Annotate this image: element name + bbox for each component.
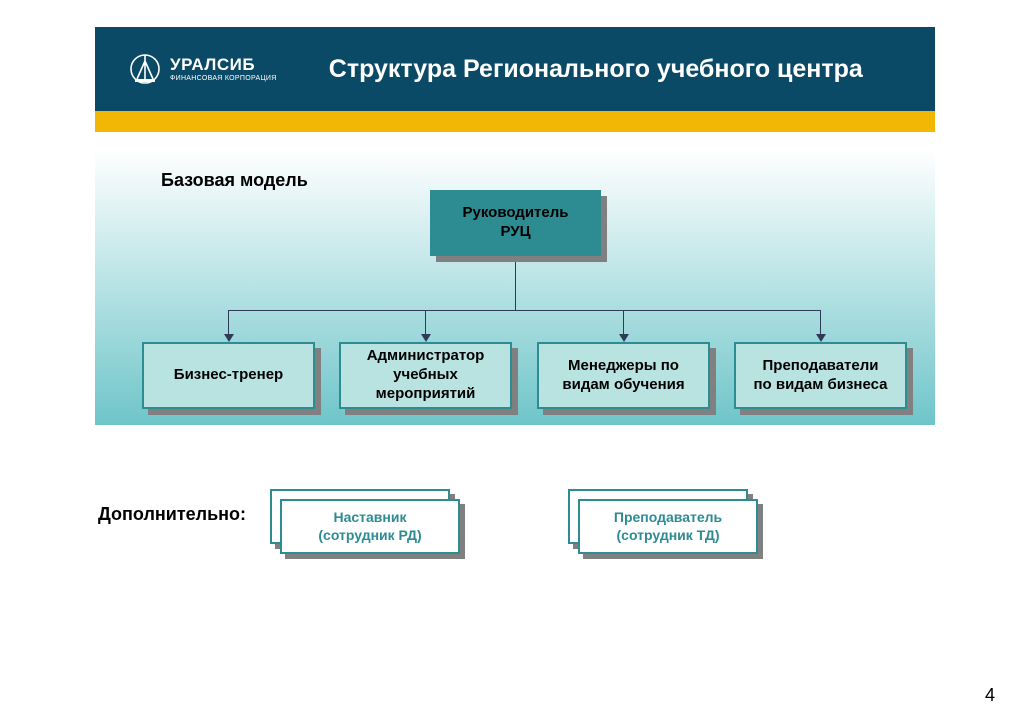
- page-title: Структура Регионального учебного центра: [277, 55, 935, 84]
- logo-text: УРАЛСИБ ФИНАНСОВАЯ КОРПОРАЦИЯ: [170, 56, 277, 82]
- org-child-box-0: Бизнес-тренер: [142, 342, 315, 409]
- header-bar: УРАЛСИБ ФИНАНСОВАЯ КОРПОРАЦИЯ Структура …: [95, 27, 935, 111]
- page-number: 4: [985, 685, 995, 706]
- org-child-box-2: Менеджеры по видам обучения: [537, 342, 710, 409]
- extra-box-1: Преподаватель (сотрудник ТД): [578, 499, 758, 554]
- base-model-label: Базовая модель: [161, 170, 308, 191]
- logo-block: УРАЛСИБ ФИНАНСОВАЯ КОРПОРАЦИЯ: [95, 51, 277, 87]
- org-child-box-1: Администратор учебных мероприятий: [339, 342, 512, 409]
- accent-bar: [95, 111, 935, 132]
- logo-brand: УРАЛСИБ: [170, 56, 277, 73]
- org-root-box: Руководитель РУЦ: [430, 190, 601, 256]
- extra-box-0: Наставник (сотрудник РД): [280, 499, 460, 554]
- additional-label: Дополнительно:: [98, 504, 246, 525]
- org-child-box-3: Преподаватели по видам бизнеса: [734, 342, 907, 409]
- logo-icon: [130, 51, 160, 87]
- logo-tagline: ФИНАНСОВАЯ КОРПОРАЦИЯ: [170, 75, 277, 82]
